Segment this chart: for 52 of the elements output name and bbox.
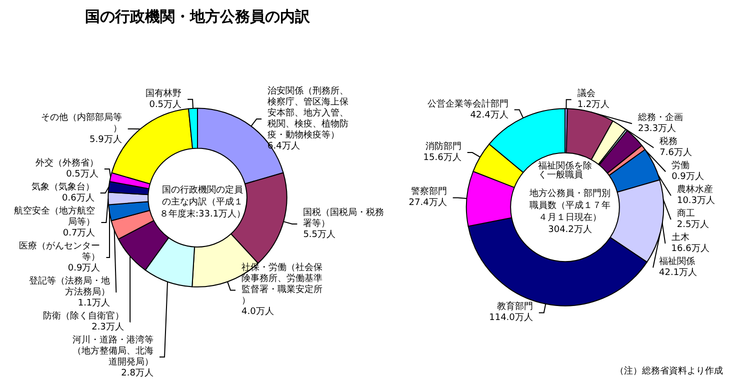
data-label: 15.6万人	[423, 152, 462, 164]
slice-label: 税務	[660, 136, 678, 148]
slice-label: 農林水産	[676, 184, 713, 196]
slice-label: 商工	[676, 208, 695, 220]
chart-title: 国の行政機関・地方公務員の内訳	[85, 8, 311, 26]
data-label: 1.2万人	[577, 99, 610, 110]
data-label: 7.6万人	[660, 147, 692, 158]
slice-label: 警察部門	[410, 186, 447, 198]
data-label: 10.3万人	[676, 195, 716, 206]
text: 地方公務員・部門別職員数（平成１７年４月１日現在）304.2万人	[528, 188, 610, 236]
data-label: 0.6万人	[62, 192, 94, 204]
data-label: 42.1万人	[659, 267, 698, 278]
data-label: 42.4万人	[470, 109, 508, 120]
slice-label: 航空安全（地方航空局等）	[14, 206, 96, 228]
data-label: 5.9万人	[90, 134, 122, 145]
data-label: 16.6万人	[671, 243, 710, 254]
slice-label: 国税（国税局・税務署等）	[303, 206, 384, 229]
text: 福祉関係を除く一般職員	[538, 160, 592, 180]
text: （注）総務省資料より作成	[615, 366, 723, 376]
slice-label: 国有林野	[146, 88, 182, 99]
slice-label: 気象（気象台）	[31, 182, 94, 192]
data-label: 0.9万人	[68, 262, 100, 274]
data-label: 114.0万人	[489, 312, 533, 324]
slice-label: 登記等（法務局・地方法務局）	[29, 276, 110, 298]
data-label: 4.0万人	[242, 306, 274, 318]
slice-label: 河川・道路・港湾等（地方整備局、北海道開発局）	[72, 334, 154, 368]
slice-label: 総務・企画	[636, 112, 683, 124]
slice-label: 外交（外務省）	[35, 158, 98, 168]
slice-label: 教育部門	[496, 301, 533, 312]
data-label: 2.5万人	[676, 219, 710, 230]
data-label: 0.5万人	[66, 168, 98, 180]
slice-label: 社保・労働（社会保険事務所、労働基準監督署・職業安定所）	[242, 262, 322, 306]
slice-label: 福祉関係	[659, 256, 696, 268]
slice-label: 防衛（除く自衛官）	[42, 310, 124, 322]
text: 国の行政機関の定員の主な内訳（平成１８年度末:33.1万人）	[159, 184, 246, 220]
slice-label: 議会	[577, 88, 596, 100]
slice-label: 公営企業等会計部門	[427, 98, 508, 110]
slice-label: 労働	[672, 160, 690, 172]
data-label: 1.1万人	[78, 298, 110, 308]
data-label: 2.3万人	[92, 322, 124, 332]
data-label: 0.9万人	[672, 171, 704, 182]
slice-label: その他（内部部局等）	[40, 112, 122, 134]
data-label: 2.8万人	[121, 368, 154, 378]
slice-label: 医療（がんセンター等）	[19, 240, 100, 262]
data-label: 27.4万人	[408, 197, 447, 208]
slice-label: 治安関係（刑務所、検察庁、管区海上保安本部、地方入管、税関、検疫、植物防疫・動物検疫等）	[268, 86, 349, 141]
data-label: 0.5万人	[149, 98, 182, 110]
slice-label: 消防部門	[425, 141, 462, 152]
slice-label: 土木	[671, 232, 690, 244]
data-label: 23.3万人	[638, 123, 676, 134]
data-label: 0.7万人	[62, 228, 96, 238]
data-label: 5.5万人	[303, 228, 336, 240]
